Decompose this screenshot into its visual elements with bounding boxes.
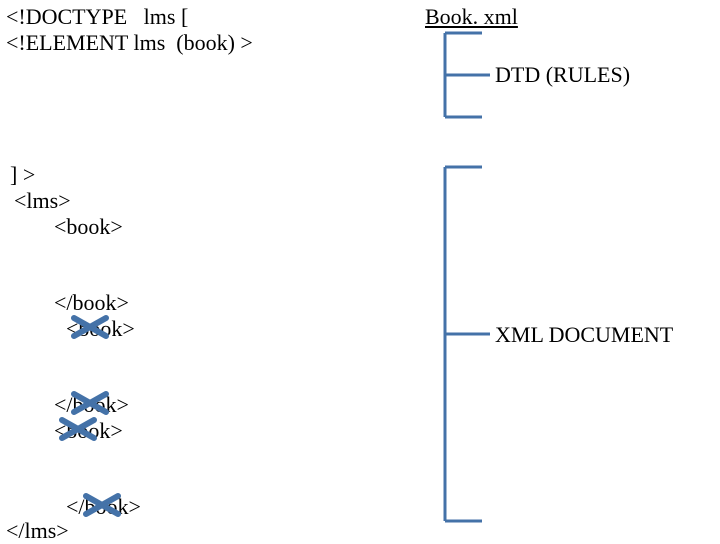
xml-lms-close: </lms> <box>6 518 69 544</box>
dtd-label: DTD (RULES) <box>495 62 630 88</box>
cross-icon <box>82 492 122 518</box>
dtd-close: ] > <box>10 162 35 188</box>
xml-book1-open: <book> <box>54 214 123 240</box>
dtd-line-element: <!ELEMENT lms (book) > <box>6 30 253 56</box>
file-title: Book. xml <box>425 4 518 30</box>
cross-icon <box>70 314 110 340</box>
dtd-bracket <box>442 30 502 120</box>
cross-icon <box>58 416 98 442</box>
dtd-line-doctype: <!DOCTYPE lms [ <box>6 4 188 30</box>
xml-book1-close: </book> <box>54 290 129 316</box>
xml-label: XML DOCUMENT <box>495 322 673 348</box>
xml-lms-open: <lms> <box>14 188 71 214</box>
cross-icon <box>70 390 110 416</box>
xml-bracket <box>442 164 502 524</box>
